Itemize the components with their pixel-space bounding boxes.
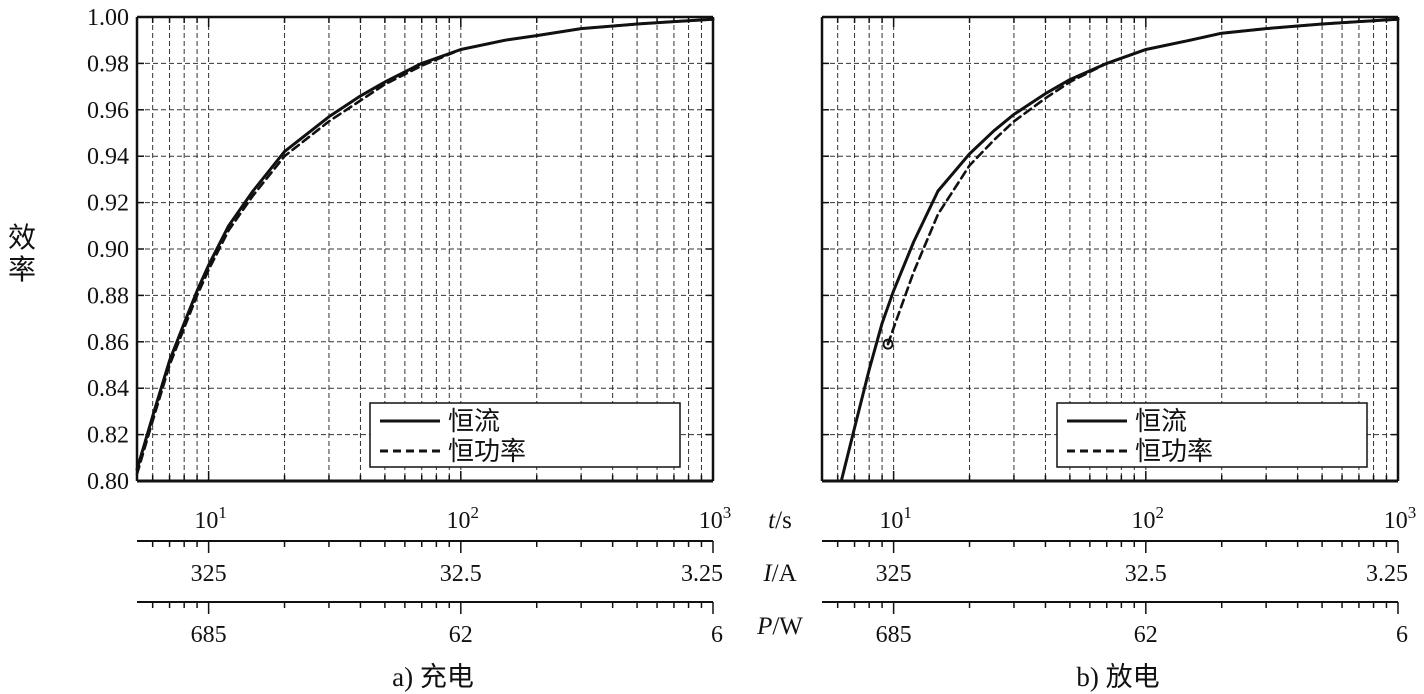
y-axis: 0.80 0.82 0.84 0.86 0.88 0.90 0.92 0.94 0.96 0.98…	[87, 5, 713, 495]
current-axis-label: 3.25	[681, 561, 723, 587]
power-axis: 685 62 6	[137, 601, 723, 648]
panel-caption: a) 充电	[392, 662, 474, 692]
tick-base: 10	[447, 508, 471, 534]
x-tick-label: 103	[1384, 503, 1417, 534]
current-axis-label: 325	[876, 561, 912, 587]
current-axis-label: 3.25	[1366, 561, 1408, 587]
x-tick-label: 101	[194, 503, 227, 534]
y-tick-label: 0.94	[87, 144, 129, 170]
x-tick-label: 102	[1132, 503, 1165, 534]
panels: 0.80 0.82 0.84 0.86 0.88 0.90 0.92 0.94 0.96 0.98…	[87, 5, 1416, 692]
chart-panel-a: 0.80 0.82 0.84 0.86 0.88 0.90 0.92 0.94 0.96 0.98…	[87, 5, 731, 692]
y-tick-label: 0.98	[87, 51, 129, 77]
power-axis-label: 62	[1134, 622, 1158, 648]
start-point-marker	[882, 338, 894, 350]
series-line-constant-power	[886, 17, 1400, 346]
tick-base: 10	[1384, 508, 1408, 534]
power-axis-label: 685	[876, 622, 912, 648]
legend-label: 恒流	[1135, 407, 1187, 436]
tick-base: 10	[194, 508, 218, 534]
tick-base: 10	[699, 508, 723, 534]
current-axis: 325 32.5 3.25	[137, 540, 723, 587]
series-lines	[135, 17, 715, 476]
x-tick-label: 101	[879, 503, 912, 534]
power-unit-label: P/W	[756, 613, 803, 640]
y-tick-label: 0.80	[87, 469, 129, 495]
unit-name: /W	[772, 613, 803, 640]
tick-exponent: 1	[218, 503, 227, 522]
power-axis-label: 6	[1396, 622, 1408, 648]
current-axis-label: 32.5	[1125, 561, 1167, 587]
legend-box	[1056, 402, 1368, 468]
unit-name: /s	[775, 507, 792, 534]
y-tick-label: 0.88	[87, 283, 129, 309]
series-line-constant-power	[135, 17, 715, 476]
current-axis-label: 325	[191, 561, 227, 587]
current-axis: 325 32.5 3.25	[822, 540, 1408, 587]
tick-base: 10	[1132, 508, 1156, 534]
unit-symbol: t	[768, 507, 776, 534]
tick-exponent: 2	[1156, 503, 1165, 522]
y-axis-label-char: 率	[8, 254, 36, 286]
panel-caption: b) 放电	[1076, 662, 1159, 692]
power-axis-label: 6	[711, 622, 723, 648]
y-tick-label: 0.82	[87, 423, 129, 449]
x-axis-time: 101 102 103	[836, 17, 1417, 534]
legend-box	[369, 402, 681, 468]
y-tick-label: 1.00	[87, 5, 129, 31]
unit-symbol: I	[762, 560, 773, 587]
y-tick-label: 0.90	[87, 237, 129, 263]
time-unit-label: t/s	[768, 507, 792, 534]
unit-name: /A	[772, 560, 797, 587]
tick-exponent: 3	[723, 503, 732, 522]
y-tick-label: 0.86	[87, 330, 129, 356]
power-axis-label: 62	[449, 622, 473, 648]
series-line-constant-current	[135, 17, 715, 471]
x-axis-time: 101 102 103	[151, 17, 732, 534]
legend-label: 恒功率	[448, 437, 526, 466]
y-axis-label-char: 效	[8, 222, 36, 254]
unit-labels: t/s I/A P/W	[756, 507, 803, 640]
tick-exponent: 1	[903, 503, 912, 522]
power-axis: 685 62 6	[822, 601, 1408, 648]
current-unit-label: I/A	[762, 560, 796, 587]
tick-exponent: 3	[1408, 503, 1417, 522]
series-lines	[839, 17, 1400, 483]
y-tick-label: 0.84	[87, 376, 129, 402]
power-axis-label: 685	[191, 622, 227, 648]
x-tick-label: 102	[447, 503, 480, 534]
x-tick-label: 103	[699, 503, 732, 534]
y-tick-label: 0.96	[87, 98, 129, 124]
tick-exponent: 2	[471, 503, 480, 522]
unit-symbol: P	[756, 613, 772, 640]
tick-base: 10	[879, 508, 903, 534]
current-axis-label: 32.5	[440, 561, 482, 587]
y-tick-label: 0.92	[87, 191, 129, 217]
y-axis-label: 效率	[8, 222, 36, 286]
legend-label: 恒功率	[1135, 437, 1213, 466]
legend-label: 恒流	[448, 407, 500, 436]
